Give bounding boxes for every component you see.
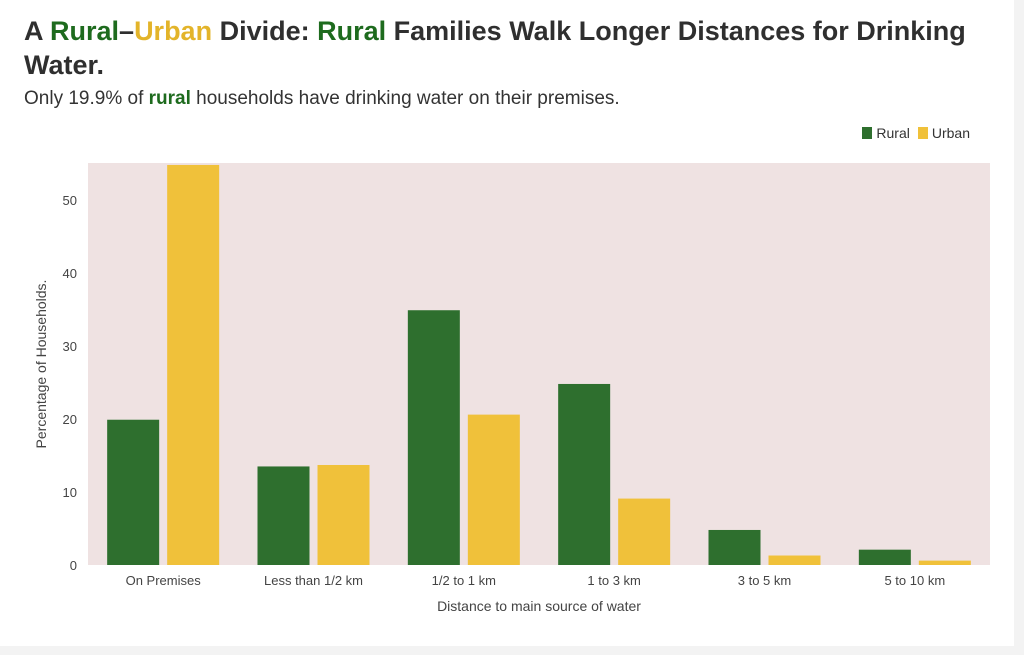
legend-label-urban: Urban xyxy=(931,125,970,141)
y-tick-label: 0 xyxy=(70,558,77,573)
bar-urban[interactable] xyxy=(618,498,671,565)
plot-area xyxy=(88,163,990,565)
x-tick-label: 1/2 to 1 km xyxy=(432,573,496,588)
bar-rural[interactable] xyxy=(107,419,160,565)
bar-rural[interactable] xyxy=(407,310,460,565)
y-tick-label: 10 xyxy=(63,485,77,500)
x-tick-label: On Premises xyxy=(126,573,202,588)
x-axis-title: Distance to main source of water xyxy=(437,598,641,614)
bars-group xyxy=(107,164,971,565)
x-tick-label: 3 to 5 km xyxy=(738,573,791,588)
x-tick-label: 1 to 3 km xyxy=(587,573,640,588)
legend-label-rural: Rural xyxy=(876,125,910,141)
bar-chart: 0 10 20 30 40 50 On Premises Less than 1/2 km 1… xyxy=(33,163,990,614)
chart-title: A Rural–Urban Divide: Rural Families Wal… xyxy=(24,16,966,80)
y-tick-label: 20 xyxy=(63,412,77,427)
bar-rural[interactable] xyxy=(257,466,310,565)
y-axis: 0 10 20 30 40 50 xyxy=(63,193,77,573)
legend-swatch-urban xyxy=(917,127,928,139)
bar-rural[interactable] xyxy=(858,549,911,565)
legend-swatch-rural xyxy=(862,127,873,139)
x-tick-label: 5 to 10 km xyxy=(884,573,945,588)
y-tick-label: 50 xyxy=(63,193,77,208)
bar-urban[interactable] xyxy=(918,560,971,565)
bar-rural[interactable] xyxy=(708,529,761,565)
y-tick-label: 40 xyxy=(63,266,77,281)
chart-card: A Rural–Urban Divide: Rural Families Wal… xyxy=(0,0,1014,646)
bar-urban[interactable] xyxy=(167,164,220,565)
x-tick-label: Less than 1/2 km xyxy=(264,573,363,588)
y-tick-label: 30 xyxy=(63,339,77,354)
chart-subtitle: Only 19.9% of rural households have drin… xyxy=(24,88,620,109)
bar-urban[interactable] xyxy=(768,555,821,565)
legend-item-rural[interactable]: Rural xyxy=(862,125,910,141)
x-axis: On Premises Less than 1/2 km 1/2 to 1 km 1 … xyxy=(126,573,946,588)
bar-urban[interactable] xyxy=(317,464,370,565)
y-axis-title: Percentage of Households. xyxy=(33,280,49,449)
bar-rural[interactable] xyxy=(558,383,611,565)
chart-legend: Rural Urban xyxy=(862,125,970,141)
bar-urban[interactable] xyxy=(467,414,520,565)
legend-item-urban[interactable]: Urban xyxy=(917,125,970,141)
